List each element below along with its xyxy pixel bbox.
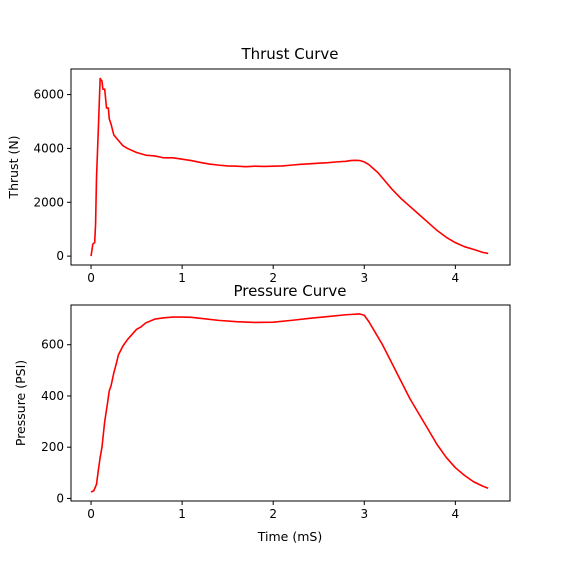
- thrust-x-tick-label: 0: [87, 271, 95, 285]
- thrust-x-tick-label: 4: [452, 271, 460, 285]
- thrust-x-ticks: 0 1 2 3 4: [87, 265, 459, 285]
- pressure-panel: Pressure Curve Pressure (PSI) Time (mS) …: [13, 282, 511, 544]
- thrust-panel: Thrust Curve Thrust (N) 0 1 2 3 4 0 2000 4000 6…: [6, 45, 511, 285]
- thrust-y-tick-label: 0: [56, 249, 64, 263]
- thrust-series-line: [90, 77, 489, 257]
- thrust-series: [90, 77, 489, 257]
- pressure-x-tick-label: 3: [360, 507, 368, 521]
- thrust-axes-frame: [70, 68, 511, 266]
- pressure-y-ticks: 0 200 400 600: [41, 338, 71, 505]
- pressure-series: [90, 313, 489, 493]
- thrust-y-tick-label: 6000: [33, 88, 64, 102]
- pressure-x-ticks: 0 1 2 3 4: [87, 501, 459, 521]
- pressure-y-tick-label: 600: [41, 338, 64, 352]
- pressure-y-tick-label: 200: [41, 440, 64, 454]
- pressure-xlabel: Time (mS): [257, 529, 322, 544]
- thrust-x-tick-label: 3: [360, 271, 368, 285]
- pressure-title: Pressure Curve: [233, 282, 346, 300]
- thrust-y-tick-label: 2000: [33, 195, 64, 209]
- thrust-x-tick-label: 2: [269, 271, 277, 285]
- pressure-series-line: [90, 313, 489, 493]
- pressure-x-tick-label: 0: [87, 507, 95, 521]
- pressure-x-tick-label: 1: [178, 507, 186, 521]
- pressure-x-tick-label: 2: [269, 507, 277, 521]
- thrust-title: Thrust Curve: [240, 45, 338, 63]
- thrust-ylabel: Thrust (N): [6, 135, 21, 199]
- thrust-x-tick-label: 1: [178, 271, 186, 285]
- pressure-y-tick-label: 0: [56, 491, 64, 505]
- pressure-y-tick-label: 400: [41, 389, 64, 403]
- pressure-axes-frame: [70, 304, 511, 502]
- pressure-x-tick-label: 4: [452, 507, 460, 521]
- thrust-y-ticks: 0 2000 4000 6000: [33, 88, 71, 263]
- thrust-y-tick-label: 4000: [33, 141, 64, 155]
- pressure-ylabel: Pressure (PSI): [13, 360, 28, 446]
